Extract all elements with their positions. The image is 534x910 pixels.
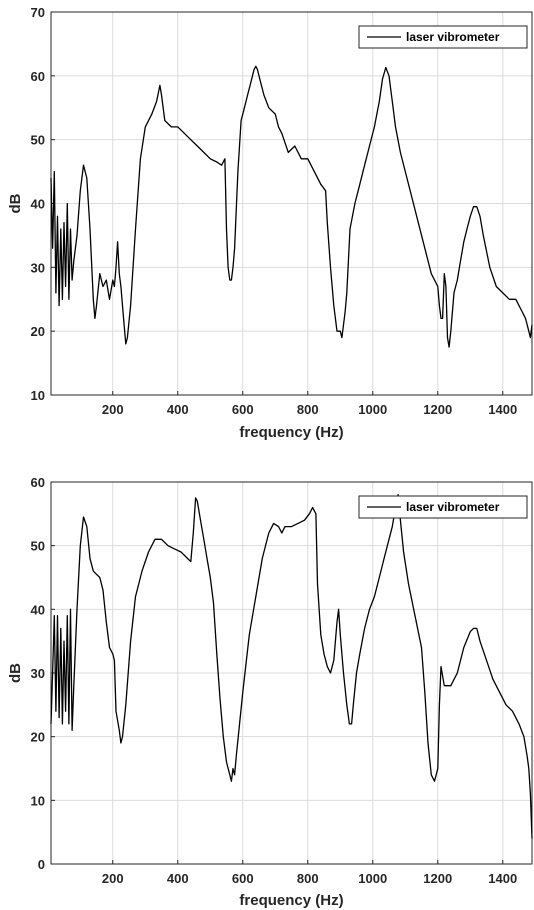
x-tick-label: 400 (167, 871, 189, 886)
x-tick-label: 1400 (488, 402, 517, 417)
x-tick-label: 200 (102, 871, 124, 886)
y-tick-label: 10 (31, 388, 45, 403)
y-tick-label: 40 (31, 197, 45, 212)
series-line-laser-vibrometer (50, 494, 533, 839)
x-tick-label: 1200 (423, 871, 452, 886)
x-tick-label: 1400 (488, 871, 517, 886)
y-tick-label: 50 (31, 133, 45, 148)
y-tick-label: 20 (31, 730, 45, 745)
x-tick-label: 600 (232, 402, 254, 417)
y-tick-label: 10 (31, 793, 45, 808)
x-axis-label: frequency (Hz) (239, 892, 343, 909)
x-tick-label: 600 (232, 871, 254, 886)
legend: laser vibrometer (358, 25, 528, 49)
y-tick-label: 60 (31, 69, 45, 84)
x-tick-label: 1000 (358, 402, 387, 417)
y-axis-label: dB (7, 193, 24, 213)
series-line-laser-vibrometer (50, 65, 533, 348)
y-axis-label: dB (7, 663, 24, 683)
x-tick-label: 800 (297, 402, 319, 417)
bottom-chart: 200 400 600 800 1000 1200 1400 0 10 20 30 40 50 60 fre… (7, 475, 533, 909)
y-tick-label: 70 (31, 5, 45, 20)
x-tick-label: 800 (297, 871, 319, 886)
legend: laser vibrometer (358, 495, 528, 519)
legend-box (358, 495, 528, 519)
x-tick-label: 400 (167, 402, 189, 417)
y-tick-label: 60 (31, 475, 45, 490)
legend-label: laser vibrometer (406, 30, 500, 44)
top-chart: 200 400 600 800 1000 1200 1400 10 20 30 40 50 60 70 fr… (7, 5, 533, 441)
x-tick-label: 1200 (423, 402, 452, 417)
y-tick-label: 20 (31, 324, 45, 339)
legend-box (358, 25, 528, 49)
x-axis-label: frequency (Hz) (239, 424, 343, 441)
y-tick-label: 40 (31, 602, 45, 617)
legend-label: laser vibrometer (406, 500, 500, 514)
y-tick-label: 0 (38, 857, 45, 872)
y-tick-label: 30 (31, 260, 45, 275)
x-tick-label: 1000 (358, 871, 387, 886)
y-tick-label: 50 (31, 539, 45, 554)
y-tick-label: 30 (31, 666, 45, 681)
x-tick-label: 200 (102, 402, 124, 417)
